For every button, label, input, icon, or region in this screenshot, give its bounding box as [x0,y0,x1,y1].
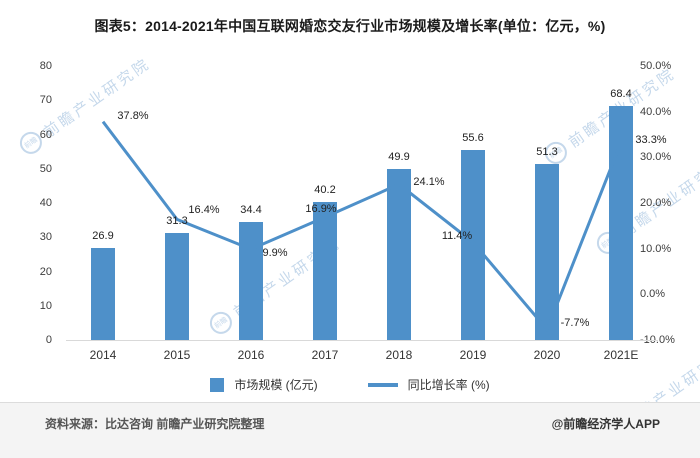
growth-value-label: 16.4% [188,204,220,217]
market-size-bar [91,247,115,340]
market-size-bar [535,164,559,340]
legend-bar-label: 市场规模 (亿元) [234,378,318,392]
left-axis-tick: 80 [39,60,52,72]
legend-line-swatch [367,382,398,387]
right-axis-tick: 0.0% [640,288,666,301]
x-axis-label: 2019 [459,348,487,362]
growth-value-label: 11.4% [441,230,473,243]
left-axis-tick: 50 [39,162,52,175]
growth-line-series [101,120,623,333]
x-axis-label: 2016 [237,348,265,362]
credit-text: @前瞻经济学人APP [551,417,660,431]
left-axis-tick: 30 [39,231,52,244]
growth-value-label: 33.3% [635,134,667,147]
x-axis-label: 2014 [89,348,117,362]
right-axis-tick: 50.0% [640,60,672,72]
legend-line-label: 同比增长率 (%) [407,378,490,392]
legend: 市场规模 (亿元) 同比增长率 (%) [0,376,700,393]
right-axis-tick: 10.0% [640,242,672,255]
x-axis-label: 2017 [311,348,339,362]
growth-value-label: 37.8% [117,109,149,122]
bar-value-label: 31.3 [166,214,188,227]
watermark-text: 前瞻产业研究院 [40,54,154,141]
market-size-bar [165,232,189,340]
right-axis-tick: 40.0% [640,105,672,118]
bar-value-label: 55.6 [462,131,484,144]
x-axis-line [66,340,658,341]
bar-value-label: 34.4 [240,204,262,217]
market-size-bar [239,222,263,340]
source-text: 资料来源：比达咨询 前瞻产业研究院整理 [45,417,265,431]
growth-value-label: 16.9% [305,203,337,216]
market-size-bar [313,202,337,340]
right-axis-tick: 30.0% [640,151,672,164]
growth-value-label: 24.1% [413,176,445,189]
market-size-bar [387,169,411,340]
left-axis-tick: 20 [39,265,52,278]
left-axis-tick: 0 [45,334,52,346]
market-size-bar [609,105,633,340]
bar-value-label: 68.4 [610,87,632,100]
x-axis-label: 2020 [533,348,561,362]
growth-value-label: -7.7% [560,317,590,330]
footer-bar: 资料来源：比达咨询 前瞻产业研究院整理 @前瞻经济学人APP [0,402,700,458]
growth-value-label: 9.9% [262,247,288,260]
x-axis-label: 2021E [603,348,639,362]
left-axis-tick: 70 [39,94,52,107]
left-axis-tick: 60 [39,128,52,141]
bar-value-label: 49.9 [388,151,410,164]
legend-bar-swatch [210,377,225,392]
left-axis-tick: 10 [39,299,52,312]
chart-title: 图表5：2014-2021年中国互联网婚恋交友行业市场规模及增长率(单位：亿元，… [94,18,606,34]
bar-value-label: 26.9 [92,229,114,242]
x-axis-label: 2018 [385,348,413,362]
left-axis-tick: 40 [39,197,52,209]
x-axis-label: 2015 [163,348,191,362]
bar-value-label: 40.2 [314,184,336,197]
right-axis-tick: 20.0% [640,197,672,209]
market-size-bar [461,149,485,340]
bar-value-label: 51.3 [536,146,558,159]
watermark-logo-icon: 前瞻 [205,307,237,339]
